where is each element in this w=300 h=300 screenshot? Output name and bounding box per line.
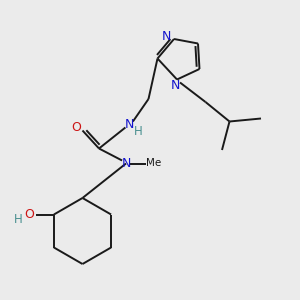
Text: N: N — [121, 157, 131, 170]
Text: N: N — [162, 29, 171, 43]
Text: Me: Me — [146, 158, 161, 169]
Text: O: O — [24, 208, 34, 221]
Text: N: N — [124, 118, 134, 131]
Text: O: O — [71, 121, 81, 134]
Text: H: H — [14, 213, 23, 226]
Text: H: H — [134, 124, 143, 138]
Text: N: N — [171, 79, 180, 92]
